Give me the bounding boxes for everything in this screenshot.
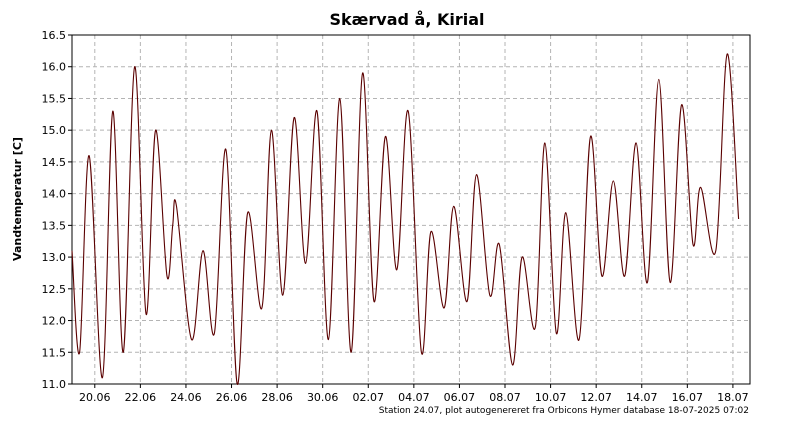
y-tick-label: 11.5 <box>42 346 67 359</box>
y-tick-label: 14.0 <box>42 188 67 201</box>
grid-lines <box>72 35 750 384</box>
x-tick-label: 28.06 <box>261 391 293 404</box>
plot-area-frame <box>71 34 751 385</box>
x-tick-label: 14.07 <box>626 391 658 404</box>
x-tick-label: 22.06 <box>125 391 157 404</box>
chart-title: Skærvad å, Kirial <box>329 10 484 29</box>
x-tick-label: 02.07 <box>353 391 385 404</box>
series-layer <box>71 53 740 385</box>
y-tick-label: 14.5 <box>42 156 67 169</box>
x-tick-label: 18.07 <box>717 391 749 404</box>
x-tick-label: 08.07 <box>489 391 521 404</box>
x-tick-label: 16.07 <box>672 391 704 404</box>
x-tick-label: 06.07 <box>444 391 476 404</box>
series-line <box>71 53 740 385</box>
y-axis-label: Vandtemperatur [C] <box>11 137 24 261</box>
x-tick-label: 30.06 <box>307 391 339 404</box>
x-tick-label: 12.07 <box>580 391 612 404</box>
x-tick-label: 20.06 <box>79 391 111 404</box>
axis-ticks: 11.0 11.5 12.0 12.5 13.0 13.5 14.0 14.5 15.0 15.5… <box>42 29 749 404</box>
y-tick-label: 15.0 <box>42 124 67 137</box>
y-tick-label: 13.0 <box>42 251 67 264</box>
footer-note: Station 24.07, plot autogenereret fra Or… <box>379 406 749 416</box>
y-tick-label: 12.0 <box>42 315 67 328</box>
x-tick-label: 26.06 <box>216 391 248 404</box>
x-tick-label: 04.07 <box>398 391 430 404</box>
y-tick-label: 15.5 <box>42 92 67 105</box>
y-tick-label: 12.5 <box>42 283 67 296</box>
y-tick-label: 16.5 <box>42 29 67 42</box>
y-tick-label: 11.0 <box>42 378 67 391</box>
x-tick-label: 24.06 <box>170 391 202 404</box>
y-tick-label: 13.5 <box>42 219 67 232</box>
y-tick-label: 16.0 <box>42 61 67 74</box>
x-tick-label: 10.07 <box>535 391 567 404</box>
